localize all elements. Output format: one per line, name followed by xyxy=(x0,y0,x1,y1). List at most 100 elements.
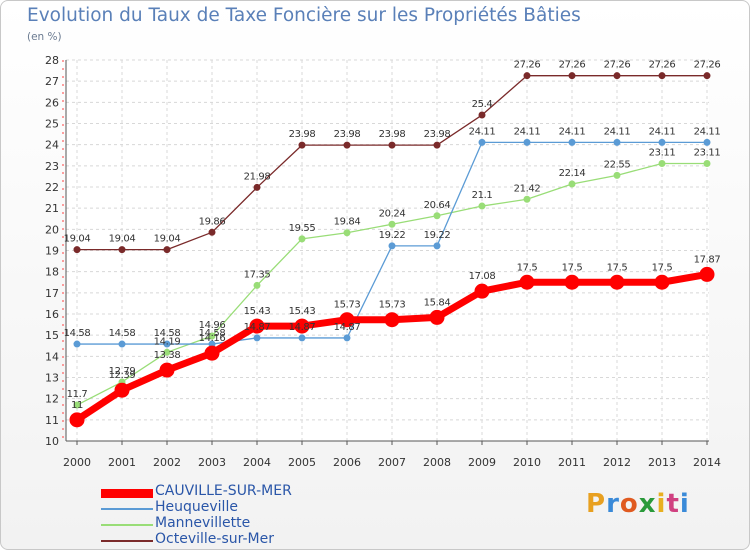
legend-label: Octeville-sur-Mer xyxy=(155,531,274,547)
data-label: 17.5 xyxy=(562,262,583,273)
x-tick-label: 2007 xyxy=(378,456,406,469)
data-point-3 xyxy=(568,72,576,80)
data-point-0 xyxy=(519,274,535,290)
data-point-0 xyxy=(249,318,265,334)
data-label: 22.14 xyxy=(559,168,586,179)
data-label: 24.11 xyxy=(559,126,586,137)
data-point-2 xyxy=(208,332,216,340)
data-label: 14.58 xyxy=(154,328,181,339)
data-point-3 xyxy=(73,246,81,254)
data-label: 24.11 xyxy=(649,126,676,137)
logo-letter: o xyxy=(619,489,639,519)
x-tick-label: 2004 xyxy=(243,456,271,469)
logo-letter: r xyxy=(606,489,620,519)
data-point-2 xyxy=(658,160,666,168)
data-label: 27.26 xyxy=(514,60,541,71)
data-label: 19.04 xyxy=(64,234,91,245)
data-label: 14.58 xyxy=(199,328,226,339)
y-tick-label: 15 xyxy=(45,329,59,342)
data-point-3 xyxy=(298,141,306,149)
data-label: 24.11 xyxy=(604,126,631,137)
data-point-3 xyxy=(388,141,396,149)
data-label: 24.11 xyxy=(469,126,496,137)
data-label: 23.11 xyxy=(649,148,676,159)
data-label: 19.22 xyxy=(424,230,451,241)
data-point-0 xyxy=(159,362,175,378)
data-label: 23.11 xyxy=(694,148,721,159)
x-tick-label: 2013 xyxy=(648,456,676,469)
data-point-2 xyxy=(523,195,531,203)
data-point-3 xyxy=(253,183,261,191)
x-tick-label: 2003 xyxy=(198,456,226,469)
data-point-0 xyxy=(114,382,130,398)
data-point-2 xyxy=(343,229,351,237)
data-point-0 xyxy=(384,312,400,328)
data-point-0 xyxy=(339,312,355,328)
data-point-0 xyxy=(474,283,490,299)
data-label: 25.4 xyxy=(472,99,493,110)
data-point-3 xyxy=(118,246,126,254)
data-point-0 xyxy=(564,274,580,290)
data-point-0 xyxy=(294,318,310,334)
data-point-2 xyxy=(433,212,441,220)
data-label: 12.79 xyxy=(109,366,136,377)
x-tick-label: 2000 xyxy=(63,456,91,469)
data-point-3 xyxy=(163,246,171,254)
data-label: 19.55 xyxy=(289,223,316,234)
data-point-1 xyxy=(73,340,81,348)
data-label: 22.55 xyxy=(604,159,631,170)
y-tick-label: 11 xyxy=(45,414,59,427)
data-label: 24.11 xyxy=(694,126,721,137)
data-label: 14.87 xyxy=(334,322,361,333)
x-tick-label: 2011 xyxy=(558,456,586,469)
data-point-1 xyxy=(433,242,441,250)
data-point-2 xyxy=(388,220,396,228)
y-tick-label: 27 xyxy=(45,75,59,88)
legend-label: CAUVILLE-SUR-MER xyxy=(155,483,292,499)
data-point-0 xyxy=(699,266,715,282)
legend-label: Mannevillette xyxy=(155,515,251,531)
data-point-1 xyxy=(613,138,621,146)
x-tick-label: 2009 xyxy=(468,456,496,469)
logo-letter: x xyxy=(638,489,657,519)
data-label: 17.08 xyxy=(469,271,496,282)
y-tick-label: 13 xyxy=(45,372,59,385)
x-tick-label: 2005 xyxy=(288,456,316,469)
logo-letter: i xyxy=(656,489,667,519)
data-label: 11 xyxy=(71,400,83,411)
data-label: 14.96 xyxy=(199,320,226,331)
data-point-3 xyxy=(703,72,711,80)
data-label: 27.26 xyxy=(604,60,631,71)
data-point-1 xyxy=(343,334,351,342)
data-point-3 xyxy=(613,72,621,80)
legend-swatch xyxy=(101,489,153,498)
data-label: 23.98 xyxy=(289,129,316,140)
data-point-1 xyxy=(478,138,486,146)
data-label: 17.5 xyxy=(517,262,538,273)
data-label: 23.98 xyxy=(424,129,451,140)
data-label: 14.58 xyxy=(109,328,136,339)
y-tick-label: 28 xyxy=(45,54,59,67)
data-point-3 xyxy=(433,141,441,149)
chart-unit-label: (en %) xyxy=(27,31,62,43)
data-point-1 xyxy=(658,138,666,146)
data-point-0 xyxy=(69,412,85,428)
data-label: 15.73 xyxy=(379,300,406,311)
data-label: 21.1 xyxy=(472,190,493,201)
data-label: 23.98 xyxy=(334,129,361,140)
data-label: 27.26 xyxy=(559,60,586,71)
data-label: 19.04 xyxy=(109,234,136,245)
data-point-2 xyxy=(163,348,171,356)
y-tick-label: 20 xyxy=(45,223,59,236)
y-tick-label: 10 xyxy=(45,435,59,448)
y-tick-label: 18 xyxy=(45,266,59,279)
data-point-1 xyxy=(253,334,261,342)
data-point-3 xyxy=(478,111,486,119)
x-tick-label: 2010 xyxy=(513,456,541,469)
y-tick-label: 26 xyxy=(45,96,59,109)
y-tick-label: 24 xyxy=(45,139,59,152)
y-tick-label: 19 xyxy=(45,245,59,258)
data-point-2 xyxy=(253,281,261,289)
logo-letter: i xyxy=(679,489,690,519)
